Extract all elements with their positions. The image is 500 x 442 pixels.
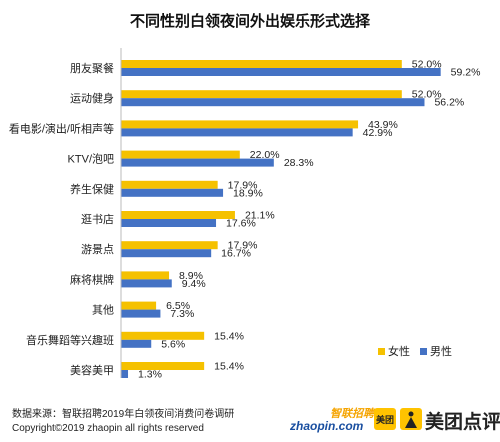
category-label-sightseeing: 游景点 [81, 243, 114, 256]
dianping-badge-icon [400, 408, 422, 430]
data-source-note: 数据来源：智联招聘2019年白领夜间消费问卷调研 [12, 409, 235, 420]
value-label-female-ktv-bar: 22.0% [250, 149, 280, 161]
legend-item-female: 女性 [378, 343, 410, 359]
bar-female-sightseeing [121, 241, 218, 250]
bar-male-movie-show [121, 128, 353, 137]
legend-swatch-male [420, 347, 427, 355]
bar-female-mahjong-chess [121, 271, 170, 280]
value-label-male-friends-dinner: 59.2% [451, 67, 481, 79]
value-label-male-bookstore: 17.6% [226, 218, 256, 230]
value-label-female-other: 6.5% [166, 300, 190, 312]
value-label-male-health-care: 18.9% [233, 187, 263, 199]
zhaopin-logo: 智联招聘 zhaopin.com [290, 405, 374, 437]
bar-male-mahjong-chess [121, 279, 172, 288]
bar-female-bookstore [121, 211, 235, 219]
category-label-other: 其他 [92, 304, 114, 317]
legend-swatch-female [378, 347, 385, 355]
legend: 女性 男性 [378, 343, 452, 359]
dianping-logo-text: 美团点评 [425, 412, 500, 433]
category-label-health-care: 养生保健 [70, 182, 114, 196]
meituan-badge-logo: 美团 [374, 408, 396, 430]
bar-female-sports-fitness [121, 90, 402, 99]
value-label-female-sports-fitness: 52.0% [412, 89, 442, 101]
bar-male-bookstore [121, 219, 217, 227]
bar-female-movie-show [121, 120, 359, 129]
value-label-female-friends-dinner: 52.0% [412, 59, 442, 71]
value-label-female-health-care: 17.9% [228, 179, 258, 191]
zhaopin-logo-cn: 智联招聘 [330, 408, 374, 420]
value-label-male-music-dance-class: 5.6% [161, 338, 185, 350]
bar-male-other [121, 309, 161, 318]
value-label-female-movie-show: 43.9% [368, 119, 398, 131]
value-label-male-sightseeing: 16.7% [221, 248, 251, 260]
bar-male-music-dance-class [121, 339, 152, 348]
value-label-male-other: 7.3% [170, 308, 194, 320]
value-label-male-sports-fitness: 56.2% [434, 97, 464, 109]
value-label-female-bookstore: 21.1% [245, 210, 275, 222]
bar-female-friends-dinner [121, 60, 402, 68]
bar-male-health-care [121, 188, 224, 197]
bar-female-ktv-bar [121, 150, 240, 159]
category-label-bookstore: 逛书店 [81, 212, 114, 226]
value-label-male-ktv-bar: 28.3% [284, 157, 314, 169]
legend-label-female: 女性 [388, 346, 410, 358]
value-label-female-beauty-nails: 15.4% [214, 361, 244, 373]
value-label-male-beauty-nails: 1.3% [138, 369, 162, 381]
category-label-sports-fitness: 运动健身 [70, 91, 114, 105]
category-label-mahjong-chess: 麻将棋牌 [70, 272, 114, 286]
value-label-male-movie-show: 42.9% [363, 127, 393, 139]
category-label-music-dance-class: 音乐舞蹈等兴趣班 [26, 333, 114, 347]
bar-male-sightseeing [121, 249, 212, 258]
category-label-movie-show: 看电影/演出/听相声等 [9, 121, 114, 135]
bar-male-beauty-nails [121, 370, 129, 378]
bar-male-friends-dinner [121, 68, 441, 76]
chart-title: 不同性别白领夜间外出娱乐形式选择 [129, 13, 370, 30]
value-label-male-mahjong-chess: 9.4% [182, 278, 206, 290]
category-label-ktv-bar: KTV/泡吧 [68, 152, 114, 166]
legend-label-male: 男性 [430, 346, 452, 358]
copyright-note: Copyright©2019 zhaopin all rights reserv… [12, 423, 204, 434]
value-label-female-mahjong-chess: 8.9% [179, 270, 203, 282]
bar-male-ktv-bar [121, 158, 274, 167]
bar-female-beauty-nails [121, 362, 205, 370]
bar-female-other [121, 301, 157, 310]
legend-item-male: 男性 [420, 343, 452, 359]
bar-male-sports-fitness [121, 98, 425, 107]
value-label-female-music-dance-class: 15.4% [214, 330, 244, 342]
bar-female-music-dance-class [121, 331, 205, 340]
category-label-beauty-nails: 美容美甲 [70, 363, 114, 377]
value-label-female-sightseeing: 17.9% [228, 240, 258, 252]
zhaopin-logo-en: zhaopin.com [290, 419, 364, 433]
bar-female-health-care [121, 180, 218, 189]
category-label-friends-dinner: 朋友聚餐 [70, 61, 114, 75]
